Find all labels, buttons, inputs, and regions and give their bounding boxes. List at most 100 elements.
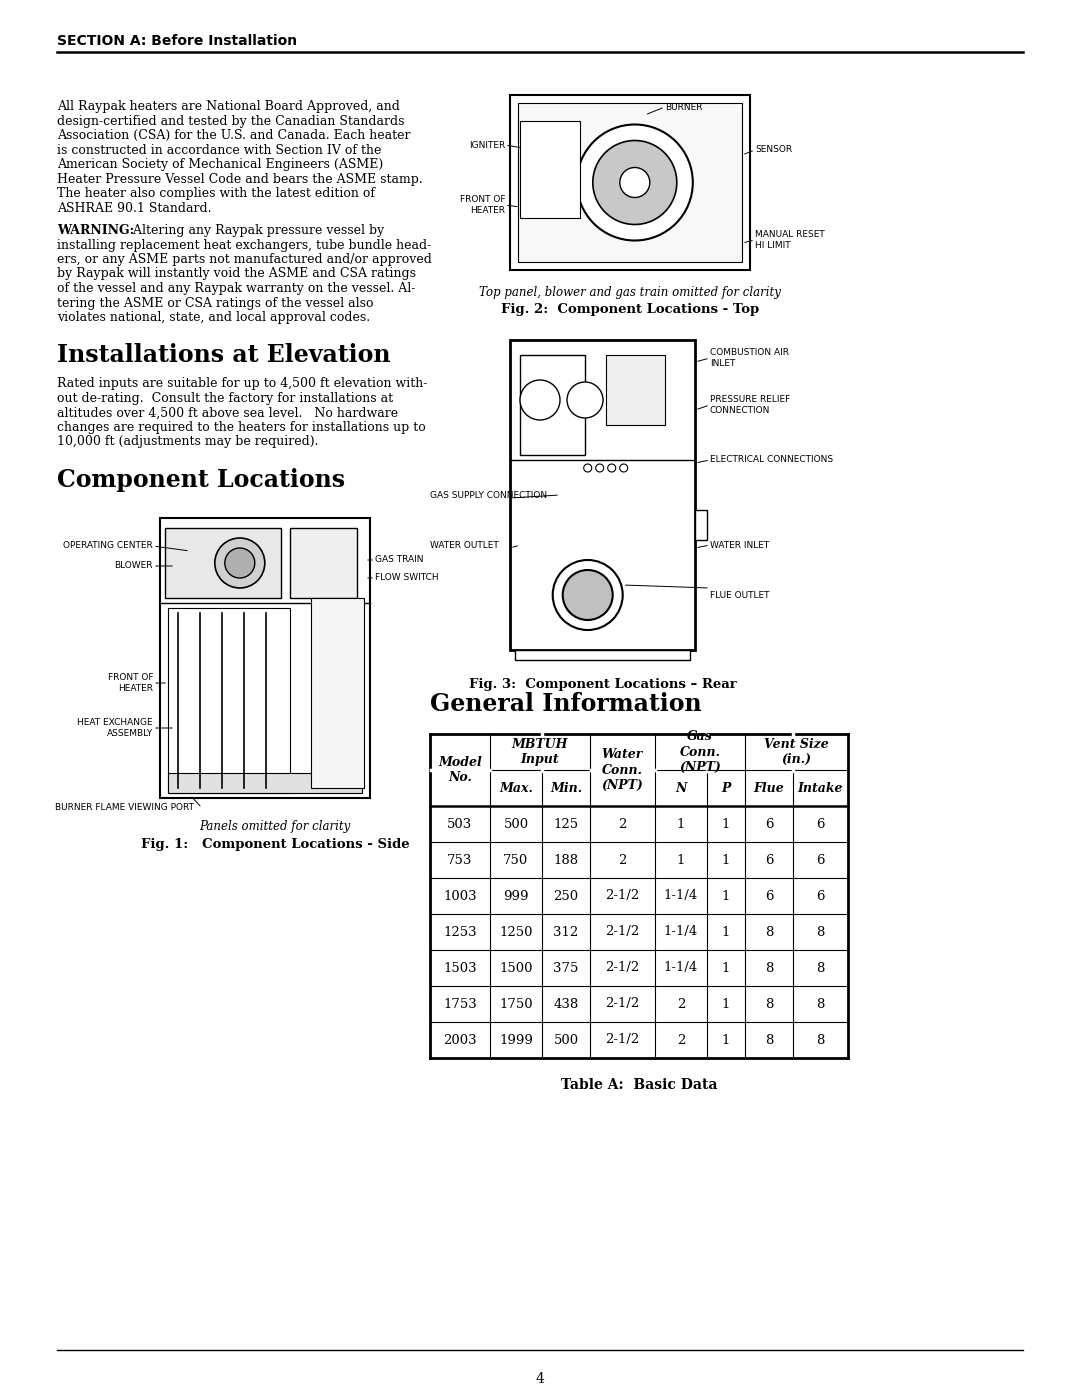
Text: Fig. 2:  Component Locations - Top: Fig. 2: Component Locations - Top (501, 303, 759, 316)
Circle shape (583, 464, 592, 472)
Text: of the vessel and any Raypak warranty on the vessel. Al-: of the vessel and any Raypak warranty on… (57, 282, 416, 295)
Text: 1: 1 (721, 854, 730, 866)
Text: 2: 2 (619, 817, 626, 830)
Text: WARNING:: WARNING: (57, 224, 134, 237)
Text: 500: 500 (553, 1034, 579, 1046)
Text: 2-1/2: 2-1/2 (606, 925, 639, 939)
Text: All Raypak heaters are National Board Approved, and: All Raypak heaters are National Board Ap… (57, 101, 400, 113)
Bar (160, 518, 370, 798)
Text: Panels omitted for clarity: Panels omitted for clarity (200, 820, 351, 833)
Text: 6: 6 (765, 854, 773, 866)
Text: 8: 8 (765, 925, 773, 939)
Text: 2-1/2: 2-1/2 (606, 890, 639, 902)
Text: out de-rating.  Consult the factory for installations at: out de-rating. Consult the factory for i… (57, 393, 393, 405)
Text: 2003: 2003 (443, 1034, 476, 1046)
Text: Water
Conn.
(NPT): Water Conn. (NPT) (602, 749, 644, 792)
Text: FLOW SWITCH: FLOW SWITCH (375, 574, 438, 583)
Text: 1-1/4: 1-1/4 (664, 925, 698, 939)
Text: is constructed in accordance with Section IV of the: is constructed in accordance with Sectio… (57, 144, 381, 156)
Text: 1503: 1503 (443, 961, 476, 975)
Text: 1750: 1750 (499, 997, 532, 1010)
Text: 503: 503 (447, 817, 473, 830)
Text: 1: 1 (721, 997, 730, 1010)
Text: 8: 8 (765, 997, 773, 1010)
Text: FRONT OF
HEATER: FRONT OF HEATER (108, 673, 153, 693)
Bar (311, 598, 364, 788)
Text: 375: 375 (553, 961, 579, 975)
Bar (519, 122, 580, 218)
Text: Max.: Max. (499, 781, 532, 795)
Text: GAS SUPPLY CONNECTION: GAS SUPPLY CONNECTION (430, 490, 548, 500)
Circle shape (563, 570, 612, 620)
Text: 8: 8 (816, 997, 825, 1010)
Text: 6: 6 (765, 890, 773, 902)
Text: 1: 1 (721, 817, 730, 830)
Text: 1: 1 (721, 890, 730, 902)
Text: Component Locations: Component Locations (57, 468, 346, 492)
Text: Gas
Conn.
(NPT): Gas Conn. (NPT) (679, 731, 720, 774)
Text: 1: 1 (677, 854, 685, 866)
Text: 1250: 1250 (499, 925, 532, 939)
Circle shape (519, 380, 561, 420)
Text: The heater also complies with the latest edition of: The heater also complies with the latest… (57, 187, 375, 200)
Bar (696, 510, 707, 541)
Text: Vent Size
(in.): Vent Size (in.) (765, 738, 828, 766)
Text: Installations at Elevation: Installations at Elevation (57, 344, 391, 367)
Text: WATER OUTLET: WATER OUTLET (430, 541, 499, 549)
Bar (168, 773, 362, 793)
Circle shape (620, 464, 627, 472)
Text: OPERATING CENTER: OPERATING CENTER (64, 542, 153, 550)
Text: Flue: Flue (754, 781, 784, 795)
Text: 2: 2 (619, 854, 626, 866)
Text: 1: 1 (721, 961, 730, 975)
Text: tering the ASME or CSA ratings of the vessel also: tering the ASME or CSA ratings of the ve… (57, 296, 374, 310)
Bar (518, 103, 742, 263)
Text: 8: 8 (765, 1034, 773, 1046)
Text: 1: 1 (721, 925, 730, 939)
Bar (606, 355, 665, 425)
Text: 2: 2 (677, 997, 685, 1010)
Text: 1999: 1999 (499, 1034, 532, 1046)
Text: 4: 4 (536, 1372, 544, 1386)
Text: Association (CSA) for the U.S. and Canada. Each heater: Association (CSA) for the U.S. and Canad… (57, 129, 410, 142)
Bar (519, 355, 584, 455)
Circle shape (215, 538, 265, 588)
Text: Altering any Raypak pressure vessel by: Altering any Raypak pressure vessel by (129, 224, 384, 237)
Text: 8: 8 (816, 1034, 825, 1046)
Circle shape (593, 141, 677, 225)
Text: installing replacement heat exchangers, tube bundle head-: installing replacement heat exchangers, … (57, 239, 431, 251)
Text: FRONT OF
HEATER: FRONT OF HEATER (459, 196, 505, 215)
Text: changes are required to the heaters for installations up to: changes are required to the heaters for … (57, 420, 426, 434)
Text: SECTION A: Before Installation: SECTION A: Before Installation (57, 34, 297, 47)
Text: 10,000 ft (adjustments may be required).: 10,000 ft (adjustments may be required). (57, 436, 319, 448)
Text: 6: 6 (816, 817, 825, 830)
Text: N: N (675, 781, 687, 795)
Text: 2: 2 (677, 1034, 685, 1046)
Text: WATER INLET: WATER INLET (710, 541, 769, 549)
Text: SENSOR: SENSOR (755, 145, 792, 155)
Text: GAS TRAIN: GAS TRAIN (375, 556, 423, 564)
Text: Heater Pressure Vessel Code and bears the ASME stamp.: Heater Pressure Vessel Code and bears th… (57, 172, 422, 186)
Text: 753: 753 (447, 854, 473, 866)
Text: ELECTRICAL CONNECTIONS: ELECTRICAL CONNECTIONS (710, 455, 833, 464)
Text: 999: 999 (503, 890, 529, 902)
Text: 1-1/4: 1-1/4 (664, 890, 698, 902)
Text: 8: 8 (816, 925, 825, 939)
Text: Table A:  Basic Data: Table A: Basic Data (561, 1078, 717, 1092)
Circle shape (608, 464, 616, 472)
Circle shape (553, 560, 623, 630)
Text: PRESSURE RELIEF
CONNECTION: PRESSURE RELIEF CONNECTION (710, 395, 791, 415)
Bar (515, 650, 690, 659)
Text: Model
No.: Model No. (438, 756, 482, 784)
Text: design-certified and tested by the Canadian Standards: design-certified and tested by the Canad… (57, 115, 405, 127)
Text: 6: 6 (816, 854, 825, 866)
Text: BURNER FLAME VIEWING PORT: BURNER FLAME VIEWING PORT (55, 803, 194, 813)
Bar (510, 339, 696, 650)
Text: Rated inputs are suitable for up to 4,500 ft elevation with-: Rated inputs are suitable for up to 4,50… (57, 377, 428, 391)
Text: by Raypak will instantly void the ASME and CSA ratings: by Raypak will instantly void the ASME a… (57, 267, 416, 281)
Text: FLUE OUTLET: FLUE OUTLET (710, 591, 769, 599)
Text: Fig. 3:  Component Locations – Rear: Fig. 3: Component Locations – Rear (469, 678, 737, 692)
Text: HEAT EXCHANGE
ASSEMBLY: HEAT EXCHANGE ASSEMBLY (78, 718, 153, 738)
Text: 750: 750 (503, 854, 528, 866)
Text: 312: 312 (553, 925, 579, 939)
